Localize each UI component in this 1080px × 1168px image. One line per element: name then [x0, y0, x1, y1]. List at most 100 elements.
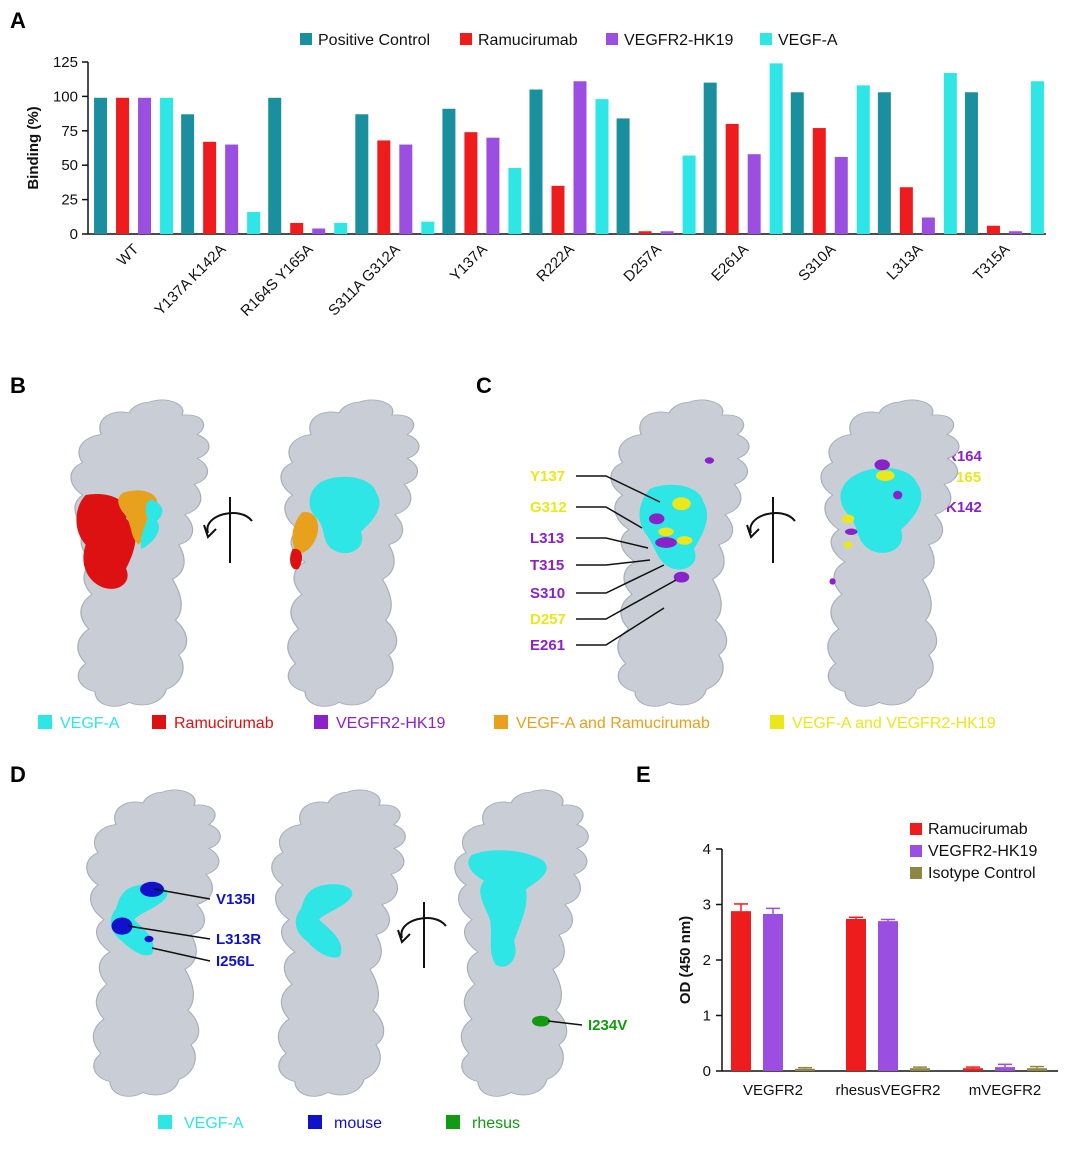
bar-vegfa-4 [508, 167, 522, 234]
bar-vegfa-8 [856, 85, 870, 234]
panel-d: D V135I L313R I256L I234V [10, 762, 627, 1098]
bar-positive_control-0 [94, 97, 108, 234]
bar-hk19-10 [1008, 231, 1022, 234]
bar-ramucirumab-3 [377, 140, 391, 234]
key-swatch [770, 715, 784, 729]
key-swatch [446, 1115, 460, 1129]
panel-b: B [10, 373, 420, 708]
bar-isotype-1 [910, 1068, 930, 1071]
panel-e: E 0 1 2 3 4 OD (450 nm) VEGFR2 rhesusVEGFR2 mVEG… [636, 762, 1058, 1099]
residue-label: G312 [530, 499, 567, 516]
legend-label: Positive Control [318, 32, 430, 49]
bar-positive_control-10 [964, 92, 978, 234]
y-tick-label: 0 [703, 1063, 711, 1080]
bar-ramucirumab-5 [551, 185, 565, 234]
key-label: VEGF-A and Ramucirumab [516, 715, 710, 732]
bar-ramucirumab-7 [725, 123, 739, 234]
y-tick-label: 125 [53, 54, 78, 71]
residue-label: K142 [946, 499, 982, 516]
bar-vegfa-9 [943, 73, 957, 235]
bar-hk19-9 [921, 217, 935, 234]
bar-ramucirumab-10 [986, 225, 1000, 234]
yellow-patch-l313 [658, 527, 674, 537]
purple-patch-r164 [874, 459, 890, 471]
bar-vegfa-10 [1030, 81, 1044, 234]
y-tick-label: 25 [61, 192, 78, 209]
legend-swatch [606, 33, 618, 45]
x-tick-label: S311A G312A [325, 241, 403, 319]
protein-surface [454, 789, 590, 1098]
residue-label: Y137 [530, 468, 565, 485]
leader-line [127, 925, 211, 940]
legend-swatch [910, 845, 922, 857]
legend-label: VEGF-A [778, 32, 838, 49]
bar-ramucirumab-2 [290, 222, 304, 234]
structure-d-3 [454, 789, 590, 1098]
yellow-patch-y165 [876, 470, 895, 481]
purple-patch-g312 [648, 513, 665, 525]
leader-line [576, 506, 643, 529]
legend-swatch [760, 33, 772, 45]
bar-positive_control-3 [355, 114, 369, 234]
bar-ramucirumab-0 [116, 97, 130, 234]
key-label: rhesus [472, 1115, 520, 1132]
legend-label: VEGFR2-HK19 [928, 843, 1037, 860]
bar-hk19-8 [834, 156, 848, 234]
bar-ramucirumab-2 [963, 1068, 983, 1071]
yellow-patch-side-2 [843, 541, 853, 548]
panel-b-letter: B [10, 373, 26, 398]
y-tick-label: 0 [70, 226, 78, 243]
mutation-label: V135I [216, 891, 255, 908]
x-tick-label: R222A [533, 241, 577, 285]
bar-positive_control-5 [529, 89, 543, 235]
bar-vegfa-2 [334, 222, 348, 234]
mutation-label: I256L [216, 953, 254, 970]
mutation-label: L313R [216, 931, 261, 948]
bar-vegfa-0 [160, 97, 174, 234]
legend-swatch [300, 33, 312, 45]
vegfa-patch [309, 476, 380, 554]
rotation-icon-c [746, 497, 796, 563]
leader-line [576, 607, 665, 646]
y-tick-label: 2 [703, 952, 711, 969]
leader-line [576, 537, 649, 549]
bar-vegfa-7 [769, 63, 783, 234]
mouse-patch-l313r [111, 917, 133, 935]
panel-e-letter: E [636, 762, 651, 787]
key-label: VEGFR2-HK19 [336, 715, 445, 732]
legend-swatch [910, 823, 922, 835]
purple-patch-e261 [673, 571, 690, 583]
bar-hk19-1 [878, 921, 898, 1071]
x-tick-label: Y137A [447, 241, 491, 285]
mutation-label: I234V [588, 1017, 627, 1034]
yellow-patch-side-1 [841, 514, 855, 524]
panel-e-chart: 0 1 2 3 4 OD (450 nm) VEGFR2 rhesusVEGFR2 mVEGFR… [677, 841, 1058, 1099]
bar-ramucirumab-1 [203, 141, 217, 234]
rotation-icon-d [397, 902, 447, 968]
bar-positive_control-1 [181, 114, 195, 234]
bar-positive_control-8 [790, 92, 804, 234]
bar-hk19-5 [573, 81, 587, 234]
protein-surface [86, 789, 222, 1098]
bar-hk19-3 [399, 144, 413, 234]
panel-a-legend: Positive Control Ramucirumab VEGFR2-HK19 VE… [300, 32, 838, 49]
y-tick-label: 4 [703, 841, 711, 858]
bar-hk19-2 [312, 228, 326, 234]
bar-positive_control-9 [877, 92, 891, 234]
bar-ramucirumab-8 [812, 128, 826, 234]
purple-patch-t315 [655, 537, 677, 548]
key-swatch [494, 715, 508, 729]
key-swatch [158, 1115, 172, 1129]
panel-a-letter: A [10, 8, 26, 33]
panel-a-chart: 0 25 50 75 100 125 Binding (%) WT Y137A K142A R16… [25, 54, 1046, 320]
bar-vegfa-6 [682, 155, 696, 234]
bar-hk19-0 [138, 97, 152, 234]
vegfa-patch [110, 884, 168, 956]
bar-positive_control-4 [442, 108, 456, 234]
y-axis-label: Binding (%) [25, 106, 42, 189]
x-tick-label: D257A [620, 241, 664, 285]
panel-a: A Positive Control Ramucirumab VEGFR2-HK19… [10, 8, 1046, 320]
structure-b-back [280, 399, 420, 708]
y-tick-label: 75 [61, 123, 78, 140]
